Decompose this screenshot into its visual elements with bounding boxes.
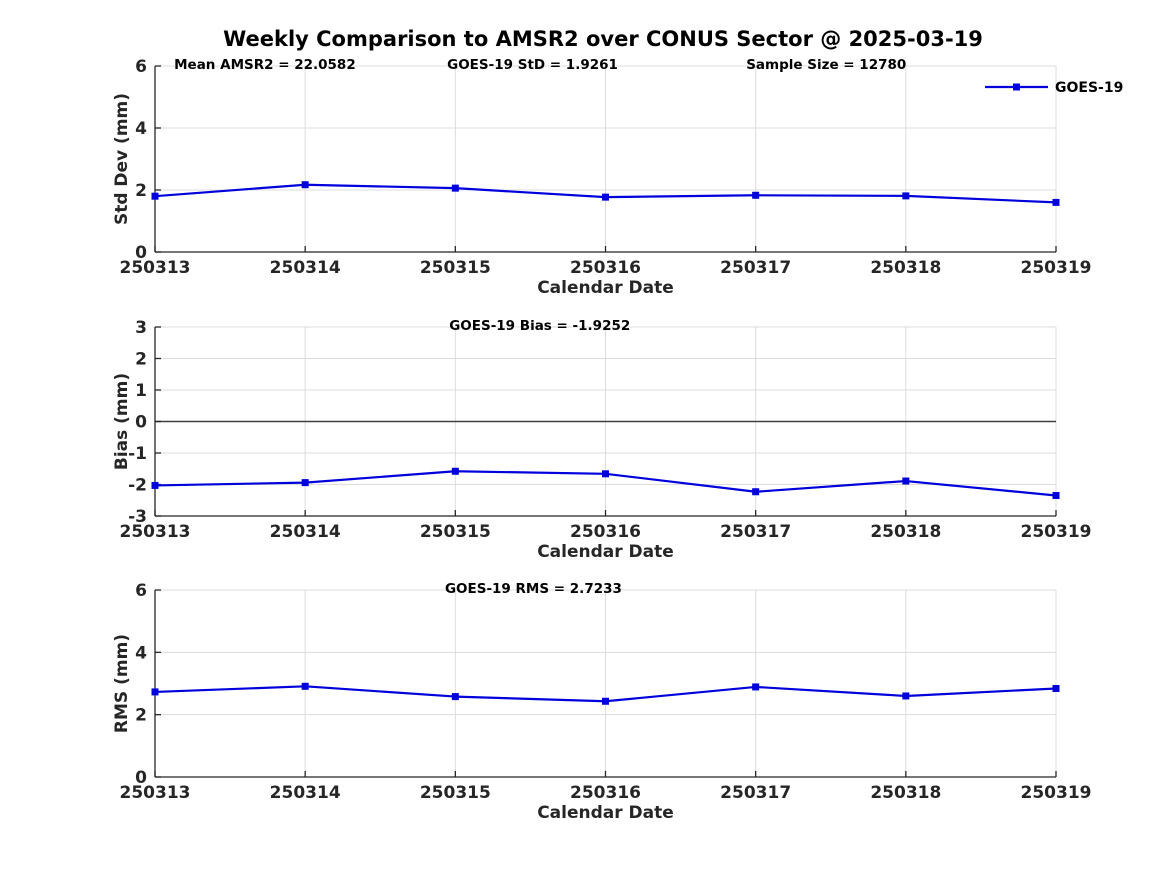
- x-tick-label: 250314: [270, 783, 341, 803]
- y-axis-title: Bias (mm): [112, 373, 132, 470]
- legend-label: GOES-19: [1055, 80, 1123, 96]
- x-tick-label: 250318: [870, 783, 941, 803]
- y-tick-label: 4: [135, 643, 147, 663]
- x-tick-label: 250318: [870, 522, 941, 542]
- x-axis-title: Calendar Date: [537, 542, 674, 562]
- data-point-marker: [151, 192, 159, 200]
- y-tick-label: 6: [135, 57, 147, 77]
- data-point-marker: [151, 688, 159, 696]
- y-tick-label: 6: [135, 581, 147, 601]
- y-tick-label: 0: [135, 413, 147, 433]
- x-tick-label: 250313: [120, 258, 191, 278]
- x-axis-title: Calendar Date: [537, 803, 674, 823]
- data-point-marker: [602, 193, 609, 201]
- x-tick-label: 250317: [720, 783, 791, 803]
- x-tick-label: 250317: [720, 522, 791, 542]
- data-point-marker: [151, 481, 159, 489]
- x-tick-label: 250315: [420, 783, 491, 803]
- x-tick-label: 250316: [570, 783, 641, 803]
- legend-marker: [1013, 83, 1020, 91]
- data-point-marker: [902, 192, 910, 200]
- data-point-marker: [451, 467, 459, 475]
- x-tick-label: 250313: [120, 783, 191, 803]
- x-tick-label: 250316: [570, 258, 641, 278]
- data-point-marker: [1052, 492, 1060, 500]
- std-dev-plot: 0 2 4 6 250313 250314 250315 250316 250317 250318…: [112, 57, 1123, 298]
- y-tick-label: 1: [135, 381, 147, 401]
- data-point-marker: [451, 693, 459, 701]
- x-tick-label: 250314: [270, 258, 341, 278]
- bias-plot: -3 -2 -1 0 1 2 3 250313 250314 250315 250316 250317…: [112, 318, 1091, 562]
- data-point-marker: [301, 682, 309, 690]
- y-tick-label: 4: [135, 119, 147, 139]
- data-point-marker: [752, 191, 760, 199]
- y-tick-label: -3: [128, 507, 147, 527]
- x-tick-label: 250319: [1021, 783, 1092, 803]
- data-point-marker: [1052, 684, 1060, 692]
- annotation-text: GOES-19 RMS = 2.7233: [445, 581, 622, 597]
- x-tick-label: 250319: [1021, 522, 1092, 542]
- x-axis-title: Calendar Date: [537, 278, 674, 298]
- x-tick-label: 250317: [720, 258, 791, 278]
- annotation-text: GOES-19 Bias = -1.9252: [449, 318, 630, 334]
- data-point-marker: [602, 697, 609, 705]
- x-tick-label: 250314: [270, 522, 341, 542]
- x-tick-label: 250315: [420, 522, 491, 542]
- data-point-marker: [602, 470, 609, 478]
- y-tick-label: 2: [135, 181, 147, 201]
- annotation-text: Sample Size = 12780: [746, 57, 906, 73]
- y-tick-label: 2: [135, 706, 147, 726]
- data-point-marker: [451, 184, 459, 192]
- x-tick-label: 250313: [120, 522, 191, 542]
- x-tick-label: 250319: [1021, 258, 1092, 278]
- data-point-marker: [301, 181, 309, 189]
- rms-plot: 0 2 4 6 250313 250314 250315 250316 250317 250318…: [112, 581, 1091, 823]
- y-axis-title: RMS (mm): [112, 634, 132, 733]
- data-point-marker: [1052, 198, 1060, 206]
- x-tick-label: 250315: [420, 258, 491, 278]
- data-point-marker: [752, 683, 760, 691]
- data-point-marker: [902, 477, 910, 485]
- annotation-text: GOES-19 StD = 1.9261: [447, 57, 618, 73]
- y-tick-label: 3: [135, 318, 147, 338]
- x-tick-label: 250316: [570, 522, 641, 542]
- y-tick-label: -2: [128, 476, 147, 496]
- y-tick-label: 0: [135, 768, 147, 788]
- y-axis-title: Std Dev (mm): [112, 93, 132, 225]
- annotation-text: Mean AMSR2 = 22.0582: [174, 57, 356, 73]
- x-tick-label: 250318: [870, 258, 941, 278]
- y-tick-label: 0: [135, 243, 147, 263]
- data-point-marker: [902, 692, 910, 700]
- y-tick-label: 2: [135, 350, 147, 370]
- figure-title: Weekly Comparison to AMSR2 over CONUS Se…: [223, 27, 983, 51]
- data-point-marker: [301, 479, 309, 487]
- y-tick-label: -1: [128, 444, 147, 464]
- data-point-marker: [752, 488, 760, 496]
